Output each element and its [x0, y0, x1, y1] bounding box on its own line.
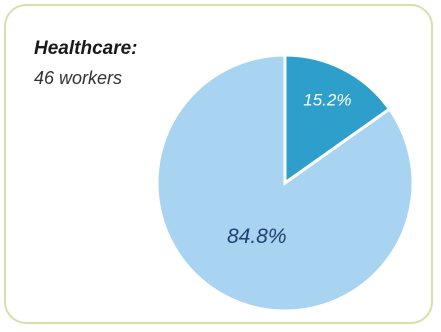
pie-slices: [155, 53, 415, 313]
pie-labels: 15.2% 84.8%: [227, 91, 351, 248]
pie-slice-label-1: 15.2%: [303, 91, 351, 110]
pie-slice-2: [155, 53, 415, 313]
pie-slice-1: [283, 53, 392, 186]
pie-slice-label-2: 84.8%: [227, 225, 287, 248]
chart-title: Healthcare:: [34, 38, 138, 59]
chart-subtitle: 46 workers: [34, 68, 123, 88]
